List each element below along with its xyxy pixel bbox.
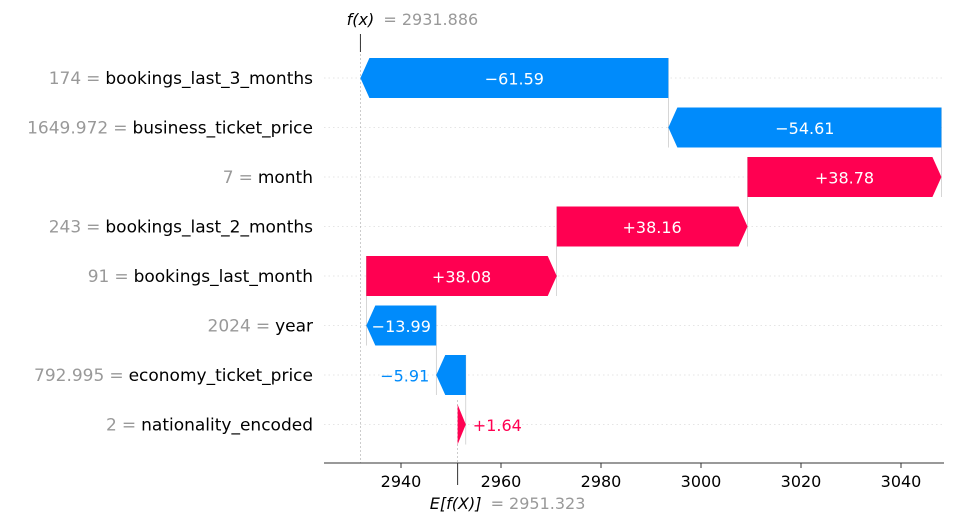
bar-nationality_encoded — [457, 404, 466, 445]
feature-label-bookings_last_2_months: 243 = bookings_last_2_months — [49, 218, 313, 238]
bar-bookings_last_3_months — [360, 58, 669, 98]
x-tick-label: 2940 — [381, 472, 422, 491]
feature-label-business_ticket_price: 1649.972 = business_ticket_price — [27, 119, 313, 139]
feature-label-year: 2024 = year — [208, 317, 313, 337]
bar-month — [747, 157, 942, 197]
bar-value-label: −5.91 — [380, 367, 429, 386]
bar-value-label: −61.59 — [485, 70, 544, 89]
bar-value-label: +38.78 — [815, 169, 874, 188]
bar-value-label: +1.64 — [473, 416, 522, 435]
x-tick-label: 3000 — [681, 472, 722, 491]
feature-equals: = — [114, 267, 128, 287]
feature-name: economy_ticket_price — [129, 366, 313, 386]
x-tick-label: 2960 — [481, 472, 522, 491]
feature-name: bookings_last_month — [134, 267, 313, 287]
feature-label-month: 7 = month — [223, 168, 313, 188]
x-tick-label: 2980 — [581, 472, 622, 491]
feature-value: 2 — [106, 416, 117, 436]
feature-value: 174 — [49, 69, 81, 89]
feature-value: 1649.972 — [27, 119, 108, 139]
feature-value: 2024 — [208, 317, 251, 337]
reference-lines — [359, 34, 942, 485]
bar-year — [366, 305, 437, 346]
feature-name: month — [258, 168, 313, 188]
bar-value-label: −54.61 — [775, 119, 834, 138]
feature-value: 91 — [88, 267, 110, 287]
feature-name: bookings_last_3_months — [105, 69, 313, 89]
bars: −61.59 −54.61 +38.78 +38.16 +38.08 −13.99 −5.9… — [360, 58, 942, 445]
feature-value: 243 — [49, 218, 81, 238]
feature-equals: = — [122, 416, 136, 436]
feature-value: 7 — [223, 168, 234, 188]
feature-equals: = — [86, 69, 100, 89]
bar-bookings_last_2_months — [556, 206, 748, 247]
x-tick-label: 3020 — [781, 472, 822, 491]
output-value-annotation: f(x) = 2931.886 — [347, 10, 479, 29]
feature-label-bookings_last_3_months: 174 = bookings_last_3_months — [49, 69, 313, 89]
feature-name: year — [275, 317, 313, 337]
bar-business_ticket_price — [668, 107, 942, 148]
x-tick-label: 3040 — [881, 472, 922, 491]
feature-label-bookings_last_month: 91 = bookings_last_month — [88, 267, 313, 287]
feature-label-economy_ticket_price: 792.995 = economy_ticket_price — [34, 366, 313, 386]
feature-label-nationality_encoded: 2 = nationality_encoded — [106, 416, 313, 436]
feature-equals: = — [109, 366, 123, 386]
feature-equals: = — [256, 317, 270, 337]
bar-bookings_last_month — [366, 256, 557, 296]
feature-equals: = — [239, 168, 253, 188]
bar-value-label: +38.08 — [432, 268, 491, 287]
feature-equals: = — [113, 119, 127, 139]
bar-value-label: −13.99 — [372, 317, 431, 336]
efx-label: E[f(X)] — [430, 494, 482, 513]
feature-name: business_ticket_price — [132, 119, 313, 139]
feature-name: bookings_last_2_months — [105, 218, 313, 238]
feature-name: nationality_encoded — [141, 416, 313, 436]
base-value-annotation: E[f(X)] = 2951.323 — [430, 494, 586, 513]
bar-value-label: +38.16 — [623, 218, 682, 237]
feature-equals: = — [86, 218, 100, 238]
fx-label: f(x) — [347, 10, 375, 29]
efx-value: = 2951.323 — [491, 494, 586, 513]
fx-value: = 2931.886 — [383, 10, 478, 29]
bar-economy_ticket_price — [436, 355, 466, 395]
x-axis: 2940 2960 2980 3000 3020 3040 — [324, 462, 944, 491]
output-annotation: f(x) = 2931.886 E[f(X)] = 2951.323 — [347, 10, 586, 513]
feature-value: 792.995 — [34, 366, 104, 386]
